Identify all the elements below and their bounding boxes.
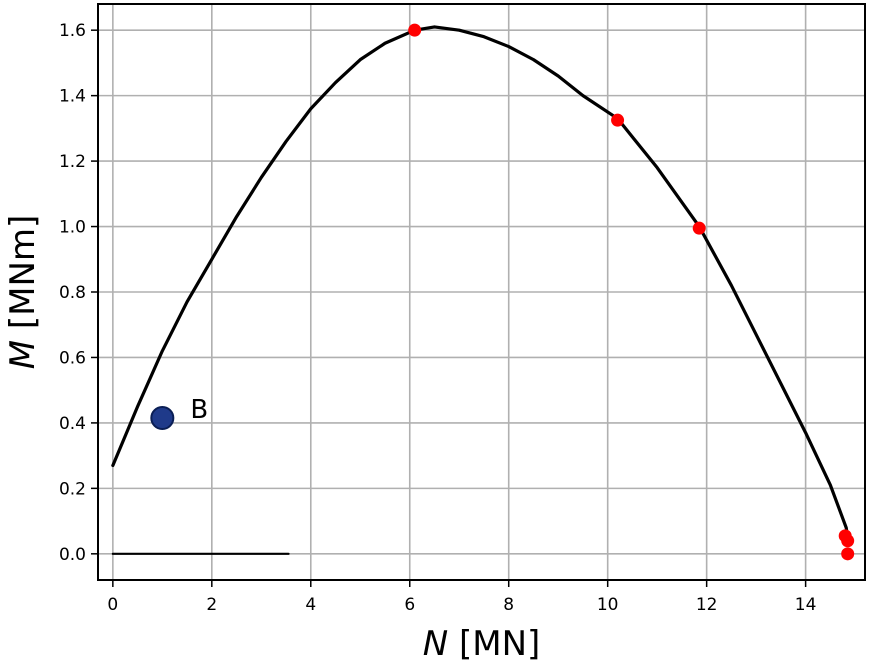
x-tick-label: 2	[206, 595, 217, 615]
x-tick-label: 12	[696, 595, 718, 615]
y-axis-label: M [MNm]	[3, 215, 43, 370]
point-annotation: B	[190, 395, 208, 425]
load-point-marker	[150, 406, 175, 430]
labels-layer: B N [MN] M [MNm]	[3, 215, 540, 663]
x-tick-label: 8	[503, 595, 514, 615]
x-axis-label: N [MN]	[423, 624, 541, 663]
y-axis-symbol: M	[3, 340, 43, 369]
data-point-marker	[841, 534, 855, 548]
x-tick-label: 10	[597, 595, 619, 615]
interaction-curve	[111, 25, 850, 540]
y-axis-unit: [MNm]	[3, 215, 43, 340]
y-tick-label: 1.0	[59, 218, 86, 238]
x-axis-symbol: N	[423, 624, 448, 663]
y-tick-label: 0.8	[59, 283, 86, 303]
y-tick-label: 0.4	[59, 414, 86, 434]
data-point-marker	[841, 547, 855, 561]
x-tick-label: 14	[795, 595, 817, 615]
data-point-marker	[692, 221, 706, 235]
series-layer	[111, 23, 855, 561]
y-tick-label: 0.0	[59, 545, 86, 565]
gridlines	[98, 4, 865, 580]
x-tick-label: 4	[305, 595, 316, 615]
data-point-marker	[408, 23, 422, 37]
x-tick-label: 0	[107, 595, 118, 615]
y-tick-label: 1.4	[59, 87, 86, 107]
y-tick-label: 0.2	[59, 479, 86, 499]
data-point-marker	[611, 113, 625, 127]
ticks: 0 2 4 6 8 10 12 14 0.0 0.2 0.4 0.6 0.8 1.0 1.2 1.4 1.6	[59, 21, 816, 615]
y-tick-label: 1.2	[59, 152, 86, 172]
y-tick-label: 1.6	[59, 21, 86, 41]
x-tick-label: 6	[404, 595, 415, 615]
y-tick-label: 0.6	[59, 348, 86, 368]
x-axis-unit: [MN]	[448, 624, 540, 663]
